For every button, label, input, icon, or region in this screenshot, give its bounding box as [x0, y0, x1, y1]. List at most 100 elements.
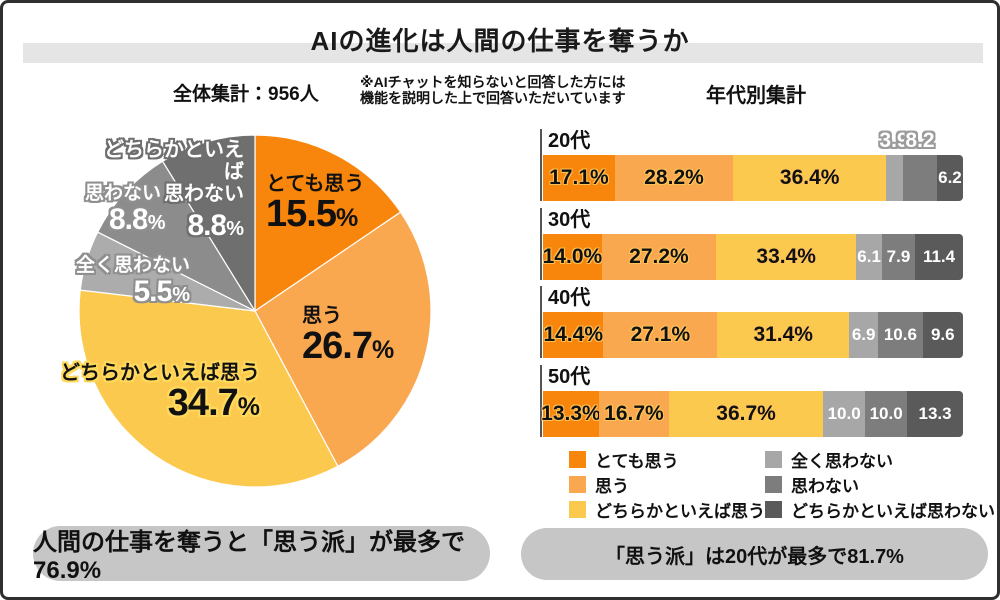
- title-highlight-band: [23, 43, 983, 63]
- page-title: AIの進化は人間の仕事を奪うか: [310, 26, 690, 56]
- bar-segment-value: 10.6: [883, 325, 917, 344]
- bar-segment-思わない: 10.6: [878, 312, 923, 358]
- bar-row-axis-line: [540, 129, 542, 201]
- pie-label-value: 8.8%: [187, 209, 244, 242]
- legend-swatch: [569, 501, 586, 518]
- bar-segment-思う: 16.7%: [598, 391, 669, 437]
- legend-swatch: [765, 501, 782, 518]
- bar-segment-value: 10.0: [869, 404, 903, 423]
- pie-chart: [79, 135, 431, 487]
- pie-label-name: 全く思わない: [75, 255, 190, 276]
- legend-swatch: [569, 476, 586, 493]
- pie-slice-4: [96, 160, 257, 313]
- bar-segment-value: 16.7%: [604, 402, 664, 425]
- pie-label-value: 34.7%: [167, 382, 260, 424]
- bar-segment-全く思わない: 6.9: [849, 312, 879, 358]
- bar-segment-value: 14.0%: [542, 245, 603, 268]
- pie-slice-2: [79, 289, 339, 487]
- pie-slice-0: [254, 135, 402, 313]
- bar-row-category-label: 40代: [548, 287, 591, 309]
- bar-row-40代: 40代 14.4% 27.1% 31.4% 6.9 10.6 9.6: [540, 286, 963, 358]
- age-section-title: 年代別集計: [706, 85, 806, 107]
- legend-label: どちらかといえば思わない: [791, 502, 995, 521]
- pie-slice-5: [161, 135, 256, 314]
- bar-segment-value: 33.4%: [756, 245, 816, 268]
- legend-column: 全く思わない 思わない どちらかといえば思わない: [765, 448, 995, 521]
- bar-segment-思わない: [902, 155, 937, 201]
- bar-segment-どちらかといえば思う: 33.4%: [716, 234, 857, 280]
- pie-label-name: 思う: [302, 305, 342, 327]
- bar-segment-どちらかといえば思わない: 6.2: [936, 155, 963, 201]
- pie-label-dochiraka-omou: どちらかといえば思う 34.7%: [30, 362, 260, 426]
- bar-segment-value: 13.3%: [541, 402, 601, 425]
- pie-label-name: とても思う: [266, 173, 365, 195]
- bar-segment-value: 28.2%: [644, 166, 704, 189]
- survey-note: ※AIチャットを知らないと回答した方には 機能を説明した上で回答いただいています: [360, 74, 626, 106]
- bar-row-axis-line: [540, 286, 542, 358]
- bar-segment-value: 36.7%: [716, 402, 776, 425]
- total-count-label: 全体集計：956人: [173, 84, 319, 105]
- pie-label-totemo-omou: とても思う 15.5%: [266, 173, 364, 237]
- bar-segment-value: 17.1%: [549, 166, 609, 189]
- survey-note-line1: ※AIチャットを知らないと回答した方には: [360, 74, 626, 90]
- bar-segment-全く思わない: [886, 155, 903, 201]
- bar-segment-value: 7.9: [886, 247, 911, 266]
- bar-segment-思わない: 7.9: [881, 234, 916, 280]
- bar-segment-どちらかといえば思わない: 11.4: [915, 234, 963, 280]
- bar-row-axis-line: [540, 208, 542, 280]
- bar-segment-value: 9.6: [930, 325, 955, 344]
- pie-label-name-line2: 思わない: [164, 183, 244, 205]
- stacked-bar: 14.0% 27.2% 33.4% 6.1 7.9 11.4: [543, 234, 963, 280]
- bar-row-axis-line: [540, 365, 542, 437]
- bar-segment-value: 14.4%: [543, 323, 603, 346]
- legend-label: とても思う: [595, 452, 679, 471]
- bar-segment-value-outside: 8.2: [905, 129, 935, 152]
- bar-segment-思う: 28.2%: [614, 155, 734, 201]
- bar-segment-とても思う: 17.1%: [543, 155, 615, 201]
- pie-label-value: 5.5%: [133, 275, 190, 308]
- bar-segment-value: 27.1%: [630, 323, 691, 346]
- legend-label: 思う: [595, 477, 629, 496]
- legend-item-思う: 思う: [569, 473, 765, 496]
- stacked-bar: 14.4% 27.1% 31.4% 6.9 10.6 9.6: [543, 312, 963, 358]
- legend-swatch: [569, 451, 586, 468]
- pie-label-value: 26.7%: [302, 325, 395, 367]
- bar-segment-全く思わない: 10.0: [823, 391, 866, 437]
- pie-label-dochiraka-omowanai: どちらかといえば 思わない 8.8%: [94, 139, 244, 244]
- bar-segment-どちらかといえば思わない: 13.3: [907, 391, 963, 437]
- bar-segment-value: 10.0: [827, 404, 861, 423]
- bar-segment-とても思う: 14.4%: [543, 312, 604, 358]
- bar-segment-とても思う: 14.0%: [543, 234, 602, 280]
- pie-label-value: 8.8%: [109, 203, 166, 236]
- survey-note-line2: 機能を説明した上で回答いただいています: [360, 90, 626, 106]
- legend-item-とても思う: とても思う: [569, 448, 765, 471]
- legend-swatch: [765, 476, 782, 493]
- bar-segment-value: 27.2%: [629, 245, 689, 268]
- bar-row-20代: 20代 3.9 8.2 17.1% 28.2% 36.4% 6.2: [540, 129, 963, 201]
- bar-segment-value: 6.9: [851, 325, 876, 344]
- bar-segment-どちらかといえば思う: 31.4%: [717, 312, 850, 358]
- bar-row-category-label: 20代: [548, 130, 591, 152]
- bar-segment-思わない: 10.0: [865, 391, 908, 437]
- bar-row-30代: 30代 14.0% 27.2% 33.4% 6.1 7.9 11.4: [540, 208, 963, 280]
- bar-segment-value: 31.4%: [753, 323, 813, 346]
- bar-segment-value: 6.1: [857, 247, 881, 266]
- bar-segment-value: 11.4: [922, 247, 956, 266]
- bar-chart: 20代 3.9 8.2 17.1% 28.2% 36.4% 6.2 30代 14.0% 27.2%…: [540, 129, 963, 441]
- bar-segment-どちらかといえば思う: 36.4%: [733, 155, 887, 201]
- pie-label-value: 15.5%: [266, 193, 359, 235]
- bar-segment-value-outside: 3.9: [879, 129, 909, 152]
- summary-pill-age: 「思う派」は20代が最多で81.7%: [521, 528, 988, 580]
- legend-item-全く思わない: 全く思わない: [765, 448, 995, 471]
- summary-pill-overall: 人間の仕事を奪うと「思う派」が最多で76.9%: [33, 526, 490, 584]
- pie-label-omowanai: 思わない 8.8%: [85, 183, 166, 238]
- bar-segment-value: 6.2: [938, 168, 962, 187]
- legend-label: どちらかといえば思う: [595, 502, 765, 521]
- legend-column: とても思う思うどちらかといえば思う: [569, 448, 765, 521]
- legend-label: 全く思わない: [791, 452, 893, 471]
- bar-segment-value: 36.4%: [779, 166, 840, 189]
- legend-swatch: [765, 451, 782, 468]
- bar-segment-思う: 27.2%: [601, 234, 717, 280]
- bar-segment-とても思う: 13.3%: [541, 391, 601, 437]
- bar-segment-全く思わない: 6.1: [856, 234, 882, 280]
